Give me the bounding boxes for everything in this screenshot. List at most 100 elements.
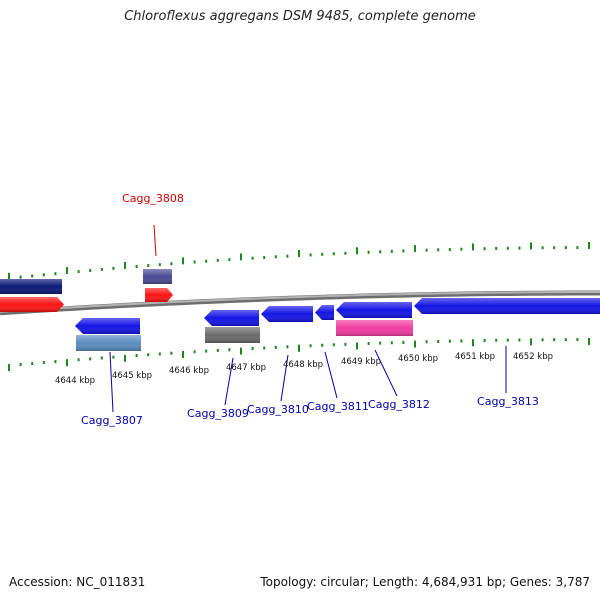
scale-label: 4652 kbp — [513, 352, 553, 362]
tick-mark — [495, 338, 498, 342]
accession-text: Accession: NC_011831 — [9, 575, 146, 589]
tick-mark — [100, 356, 103, 360]
topology-text: Topology: circular; Length: 4,684,931 bp… — [260, 575, 590, 589]
tick-mark — [216, 348, 219, 352]
scale-labels: 4644 kbp 4645 kbp 4646 kbp 4647 kbp 4648 kbp… — [55, 352, 553, 386]
feature-cagg-3810[interactable] — [261, 306, 313, 322]
tick-mark — [42, 361, 45, 365]
tick-mark — [298, 344, 300, 352]
tick-mark — [588, 338, 590, 346]
tick-mark — [472, 339, 474, 347]
tick-mark — [356, 247, 358, 255]
feature-cagg-3813[interactable] — [414, 298, 600, 314]
genome-backbone — [0, 290, 600, 316]
tick-mark — [182, 257, 184, 265]
tick-mark — [274, 345, 277, 349]
feature-pink[interactable] — [336, 320, 413, 336]
feature-red-left[interactable] — [0, 297, 64, 312]
tick-mark — [367, 342, 370, 346]
tick-mark — [460, 247, 463, 251]
gene-label-cagg-3813[interactable]: Cagg_3813 — [477, 395, 539, 408]
tick-mark — [448, 248, 451, 252]
tick-mark — [576, 246, 579, 250]
tick-mark — [135, 354, 138, 358]
tick-mark — [170, 351, 173, 355]
tick-mark — [158, 352, 161, 356]
leader-line — [224, 357, 234, 406]
tick-mark — [77, 358, 80, 362]
feature-cagg-3808[interactable] — [145, 288, 173, 302]
tick-mark — [564, 338, 567, 342]
tick-mark — [483, 247, 486, 251]
tick-mark — [89, 357, 92, 361]
tick-mark — [506, 338, 509, 342]
tick-mark — [286, 345, 289, 349]
feature-cagg-3811[interactable] — [315, 305, 334, 320]
gene-label-cagg-3811[interactable]: Cagg_3811 — [307, 400, 369, 413]
feature-gray[interactable] — [205, 327, 260, 343]
tick-mark — [506, 246, 509, 250]
tick-mark — [205, 259, 208, 263]
feature-cagg-3807[interactable] — [75, 318, 140, 334]
feature-cagg-3812[interactable] — [336, 302, 412, 318]
tick-mark — [530, 338, 532, 346]
feature-slate[interactable] — [143, 269, 172, 284]
feature-cagg-3809[interactable] — [204, 310, 259, 326]
gene-label-cagg-3812[interactable]: Cagg_3812 — [368, 398, 430, 411]
tick-mark — [448, 339, 451, 343]
tick-mark — [228, 348, 231, 352]
tick-mark — [89, 268, 92, 272]
tick-mark — [390, 341, 393, 345]
scale-label: 4651 kbp — [455, 352, 495, 362]
gene-label-cagg-3808[interactable]: Cagg_3808 — [122, 192, 184, 205]
tick-mark — [193, 350, 196, 354]
tick-mark — [356, 342, 358, 350]
tick-mark — [437, 339, 440, 343]
tick-mark — [182, 350, 184, 358]
tick-mark — [124, 354, 126, 362]
tick-mark — [402, 249, 405, 253]
leader-line — [374, 349, 398, 397]
gene-label-cagg-3810[interactable]: Cagg_3810 — [247, 403, 309, 416]
tick-mark — [425, 248, 428, 252]
tick-mark — [228, 258, 231, 262]
tick-mark — [158, 263, 161, 267]
tick-mark — [240, 253, 242, 261]
tick-mark — [77, 270, 80, 274]
tick-mark — [332, 343, 335, 347]
leader-line — [153, 224, 157, 257]
tick-mark — [344, 342, 347, 346]
tick-mark — [124, 261, 126, 269]
tick-mark — [286, 254, 289, 258]
tick-mark — [112, 355, 115, 359]
map-title: Chloroflexus aggregans DSM 9485, complet… — [124, 9, 476, 24]
tick-mark — [66, 267, 68, 275]
tick-mark — [390, 249, 393, 253]
tick-mark — [518, 338, 521, 342]
tick-mark — [576, 338, 579, 342]
tick-mark — [100, 267, 103, 271]
tick-mark — [298, 250, 300, 258]
tick-mark — [460, 339, 463, 343]
tick-mark — [31, 362, 34, 366]
gene-label-cagg-3809[interactable]: Cagg_3809 — [187, 407, 249, 420]
tick-mark — [321, 343, 324, 347]
tick-mark — [135, 264, 138, 268]
feature-steelblue[interactable] — [76, 335, 141, 351]
tick-mark — [54, 272, 57, 276]
tick-mark — [425, 340, 428, 344]
label-leader-lines — [109, 224, 507, 413]
tick-mark — [170, 262, 173, 266]
gene-label-cagg-3807[interactable]: Cagg_3807 — [81, 414, 143, 427]
tick-mark — [205, 349, 208, 353]
tick-mark — [530, 242, 532, 250]
tick-mark — [518, 246, 521, 250]
tick-mark — [309, 344, 312, 348]
tick-mark — [588, 242, 590, 250]
tick-mark — [42, 273, 45, 277]
tick-mark — [379, 250, 382, 254]
tick-mark — [309, 253, 312, 257]
tick-mark — [31, 274, 34, 278]
feature-navy-left[interactable] — [0, 279, 62, 294]
